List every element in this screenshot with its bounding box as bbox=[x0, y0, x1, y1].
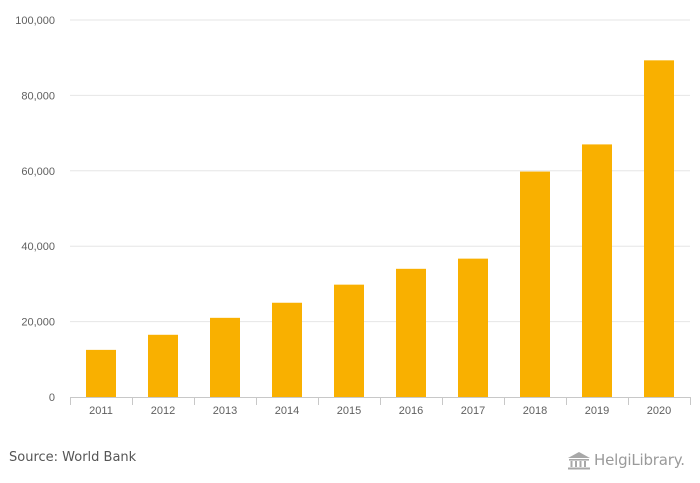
x-tick-label: 2016 bbox=[399, 405, 423, 417]
bar bbox=[458, 258, 488, 397]
x-axis-ticks: 2011 2012 2013 2014 2015 2016 2017 2018 2019 2020 bbox=[89, 405, 671, 417]
bars bbox=[86, 60, 674, 398]
library-building-icon bbox=[568, 452, 590, 470]
bar bbox=[520, 171, 550, 397]
x-tick-label: 2011 bbox=[89, 405, 113, 417]
source-note: Source: World Bank bbox=[9, 450, 137, 465]
x-tick-label: 2017 bbox=[461, 405, 485, 417]
bar bbox=[644, 60, 674, 398]
y-tick-label: 80,000 bbox=[21, 90, 55, 102]
bar bbox=[272, 302, 302, 397]
x-tick-label: 2019 bbox=[585, 405, 609, 417]
y-tick-label: 0 bbox=[49, 392, 55, 404]
y-tick-label: 40,000 bbox=[21, 241, 55, 253]
bar bbox=[210, 317, 240, 397]
bar bbox=[334, 284, 364, 397]
bar bbox=[86, 349, 116, 397]
bar bbox=[148, 334, 178, 397]
x-tick-label: 2020 bbox=[647, 405, 671, 417]
x-axis bbox=[70, 397, 691, 405]
x-tick-label: 2012 bbox=[151, 405, 175, 417]
x-tick-label: 2013 bbox=[213, 405, 237, 417]
y-axis-ticks: 0 20,000 40,000 60,000 80,000 100,000 bbox=[15, 15, 55, 404]
x-tick-label: 2018 bbox=[523, 405, 547, 417]
y-tick-label: 20,000 bbox=[21, 317, 55, 329]
y-tick-label: 60,000 bbox=[21, 166, 55, 178]
x-tick-label: 2015 bbox=[337, 405, 361, 417]
y-tick-label: 100,000 bbox=[15, 15, 55, 27]
brand-logo: HelgiLibrary. bbox=[566, 448, 685, 472]
brand-name: HelgiLibrary. bbox=[594, 451, 685, 469]
bar bbox=[582, 144, 612, 397]
x-tick-label: 2014 bbox=[275, 405, 299, 417]
bar bbox=[396, 268, 426, 397]
